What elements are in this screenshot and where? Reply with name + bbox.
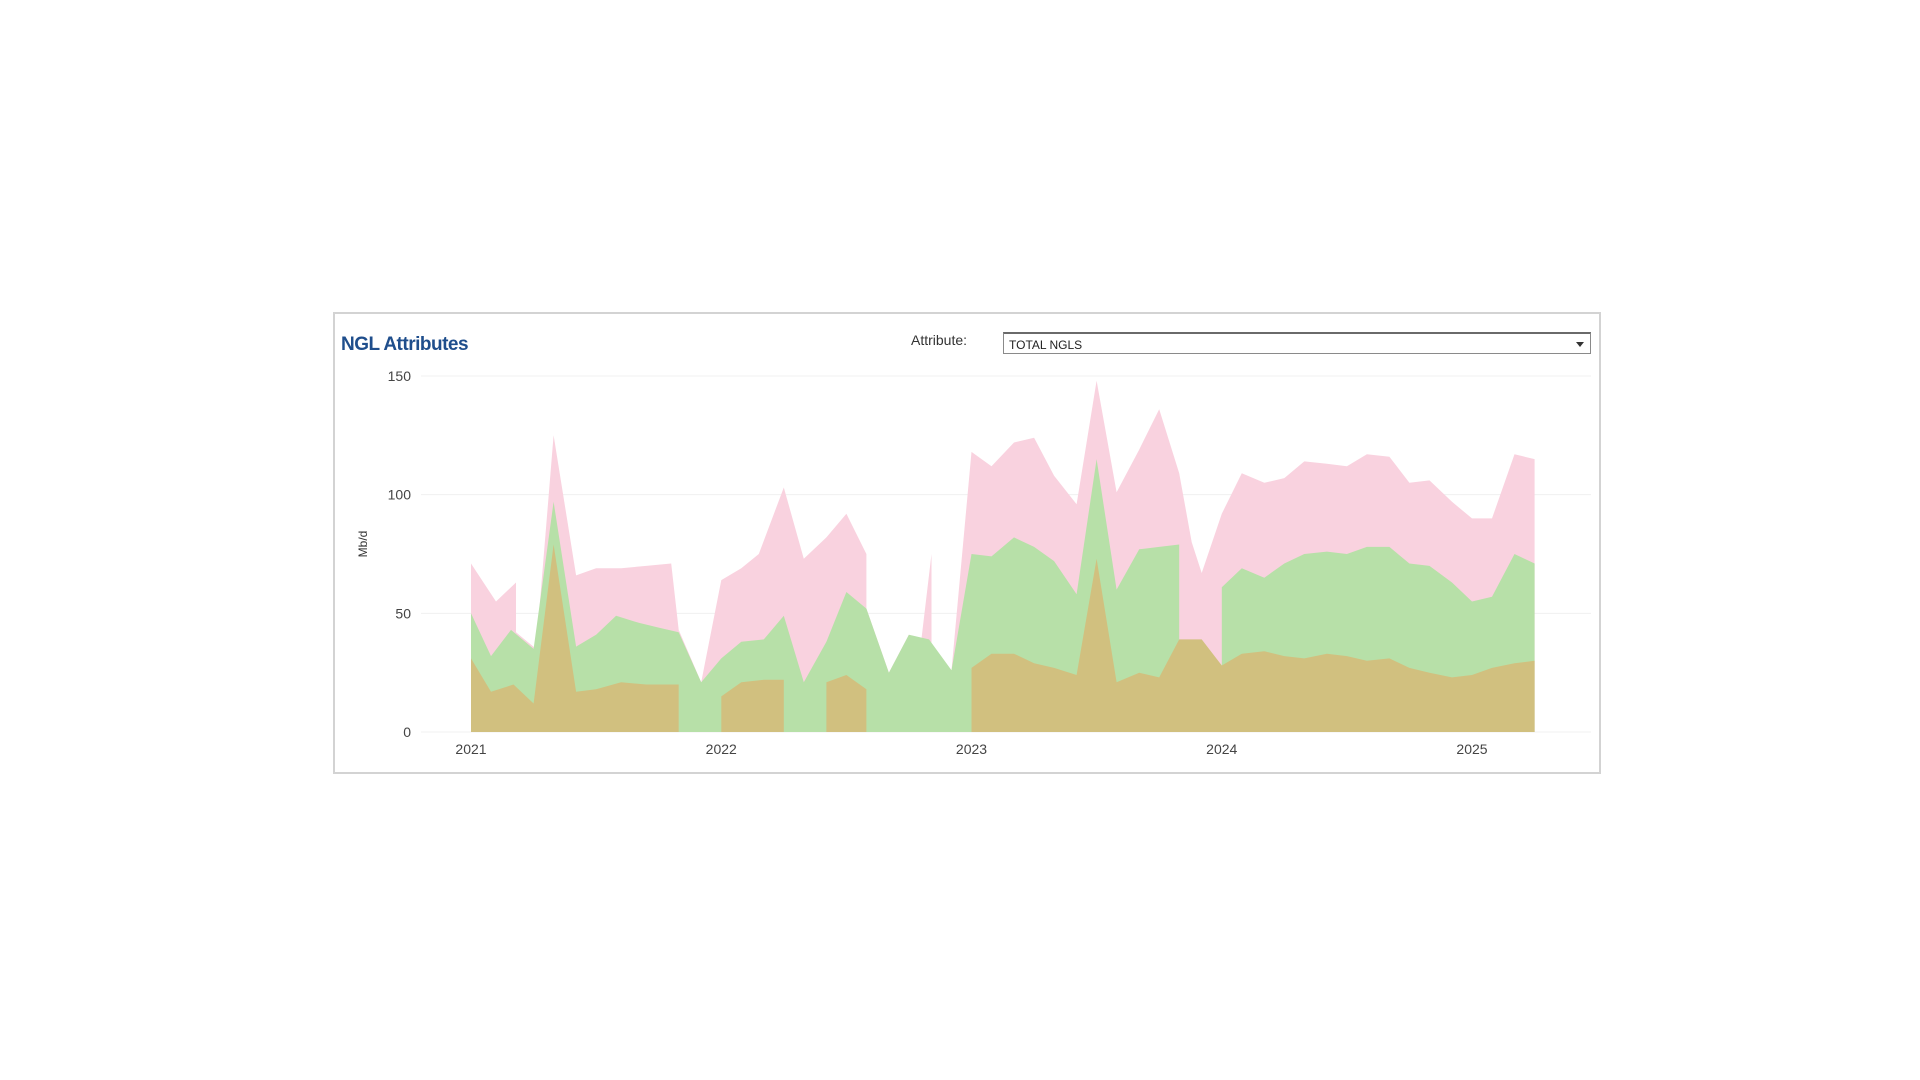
x-tick-label: 2023	[956, 741, 987, 757]
y-tick-label: 100	[388, 487, 412, 503]
area-base-segment-0	[471, 544, 679, 732]
y-tick-label: 150	[388, 368, 412, 384]
x-tick-label: 2022	[706, 741, 737, 757]
chevron-down-icon[interactable]	[1576, 342, 1584, 347]
y-axis-label: Mb/d	[356, 531, 370, 558]
y-tick-label: 0	[403, 724, 411, 740]
x-tick-label: 2025	[1456, 741, 1487, 757]
area-chart: 0 50 100 150 2021 2022 2023 2024 2025 Mb/d	[356, 368, 1591, 757]
attribute-selected-value: TOTAL NGLS	[1009, 338, 1083, 352]
x-tick-label: 2021	[455, 741, 486, 757]
area-base-segment-1	[721, 679, 784, 732]
area-base-segment-2	[826, 675, 867, 732]
attribute-label: Attribute:	[911, 332, 968, 348]
attribute-dropdown[interactable]: TOTAL NGLS	[1003, 332, 1591, 354]
panel-title: NGL Attributes	[341, 334, 469, 355]
y-axis-ticks: 0 50 100 150	[388, 368, 412, 740]
area-base-segment-3	[971, 558, 1535, 732]
x-axis-ticks: 2021 2022 2023 2024 2025	[455, 741, 1487, 757]
x-tick-label: 2024	[1206, 741, 1237, 757]
y-tick-label: 50	[395, 605, 411, 621]
ngl-attributes-panel: NGL Attributes Attribute: TOTAL NGLS 0 50…	[333, 312, 1601, 774]
chart-areas	[471, 380, 1535, 732]
